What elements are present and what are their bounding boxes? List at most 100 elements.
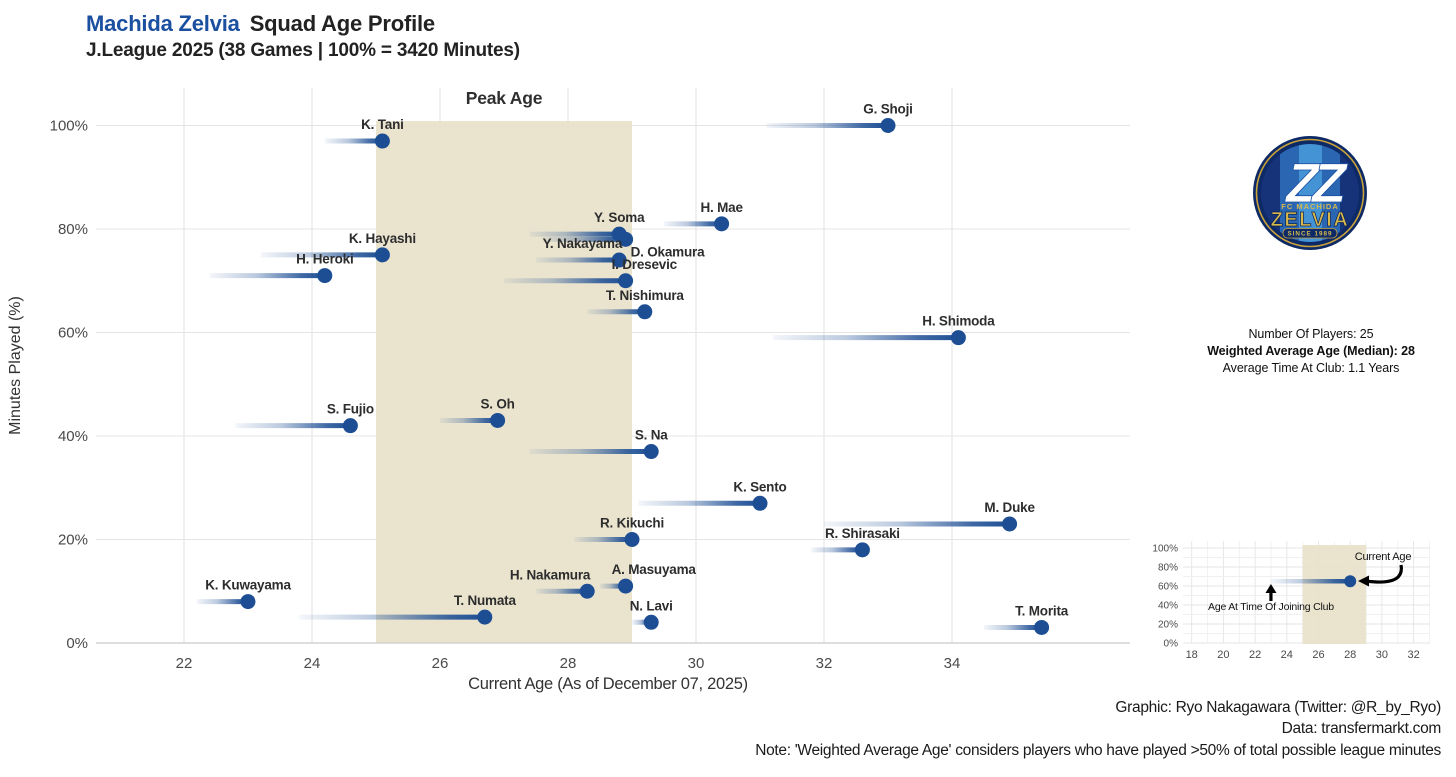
player-label: S. Fujio xyxy=(327,402,374,417)
player-point xyxy=(637,304,653,320)
inset-current-age-label: Current Age xyxy=(1355,551,1412,563)
player-point xyxy=(624,532,640,547)
player-label: S. Na xyxy=(635,428,668,443)
legend-inset-chart: 0% 20% 40% 60% 80% 100% 18 20 22 24 26 28 30 32 Curren… xyxy=(1152,541,1430,661)
player-s-fujio: S. Fujio xyxy=(235,402,374,434)
player-point xyxy=(374,133,390,149)
player-m-duke: M. Duke xyxy=(824,500,1036,532)
player-example xyxy=(1270,575,1357,588)
svg-text:Z: Z xyxy=(1310,151,1348,214)
player-label: H. Nakamura xyxy=(510,567,591,582)
player-label: T. Nishimura xyxy=(606,288,685,303)
player-point xyxy=(317,268,333,284)
player-a-masuyama: A. Masuyama xyxy=(600,562,697,594)
player-k-hayashi: K. Hayashi xyxy=(260,231,416,263)
summary-stats: Number Of Players: 25 Weighted Average A… xyxy=(1150,326,1456,377)
player-label: K. Sento xyxy=(733,479,786,494)
x-axis-title: Current Age (As of December 07, 2025) xyxy=(468,675,748,693)
svg-text:30: 30 xyxy=(1376,649,1388,661)
title-rest: Squad Age Profile xyxy=(249,11,435,36)
player-s-oh: S. Oh xyxy=(440,396,515,428)
player-point xyxy=(618,231,634,247)
player-h-nakamura: H. Nakamura xyxy=(510,567,595,599)
player-label: H. Heroki xyxy=(296,252,353,267)
club-name: Machida Zelvia xyxy=(86,11,240,36)
player-label: K. Tani xyxy=(361,117,404,132)
svg-text:20%: 20% xyxy=(1158,620,1178,631)
player-i-dresevic: I. Dresevic xyxy=(504,257,678,289)
axis-tick-labels: 0% 20% 40% 60% 80% 100% 22 24 26 28 30 32 34 xyxy=(50,118,961,673)
svg-text:22: 22 xyxy=(176,655,193,672)
player-point xyxy=(752,495,768,511)
svg-text:20%: 20% xyxy=(58,532,88,549)
player-t-nishimura: T. Nishimura xyxy=(587,288,685,320)
svg-text:20: 20 xyxy=(1217,649,1229,661)
svg-text:18: 18 xyxy=(1186,649,1198,661)
badge-name: ZELVIA xyxy=(1271,209,1350,231)
player-label: H. Shimoda xyxy=(922,314,995,329)
player-point xyxy=(714,216,730,232)
svg-text:26: 26 xyxy=(1312,649,1324,661)
svg-text:80%: 80% xyxy=(1158,563,1178,574)
svg-text:30: 30 xyxy=(688,655,705,672)
svg-text:60%: 60% xyxy=(1158,582,1178,593)
svg-text:0%: 0% xyxy=(66,635,88,652)
footer-credits: Graphic: Ryo Nakagawara (Twitter: @R_by_… xyxy=(755,697,1441,761)
player-g-shoji: G. Shoji xyxy=(766,102,913,133)
player-t-morita: T. Morita xyxy=(984,603,1069,635)
player-label: T. Morita xyxy=(1015,603,1069,618)
player-label: A. Masuyama xyxy=(612,562,697,577)
page-title: Machida Zelvia Squad Age Profile xyxy=(86,10,520,38)
inset-joining-age-label: Age At Time Of Joining Club xyxy=(1208,601,1334,613)
svg-text:24: 24 xyxy=(1281,649,1293,661)
svg-text:34: 34 xyxy=(944,655,961,672)
svg-text:28: 28 xyxy=(1344,649,1356,661)
svg-text:28: 28 xyxy=(560,655,577,672)
badge-monogram: Z xyxy=(1284,151,1322,214)
player-label: K. Kuwayama xyxy=(205,578,291,593)
player-y-nakayama: Y. Nakayama xyxy=(536,236,627,268)
player-k-sento: K. Sento xyxy=(638,479,787,511)
y-axis-title: Minutes Played (%) xyxy=(7,296,24,435)
player-point xyxy=(374,247,390,263)
player-point xyxy=(342,418,358,434)
player-label: M. Duke xyxy=(984,500,1035,515)
stat-average-time-at-club: Average Time At Club: 1.1 Years xyxy=(1222,361,1400,375)
player-r-shirasaki: R. Shirasaki xyxy=(811,526,900,558)
chart-subtitle: J.League 2025 (38 Games | 100% = 3420 Mi… xyxy=(86,39,520,61)
svg-text:24: 24 xyxy=(304,655,321,672)
inset-peak-band xyxy=(1302,545,1367,644)
player-point xyxy=(1034,619,1050,635)
curved-arrow xyxy=(1365,564,1403,584)
svg-text:26: 26 xyxy=(432,655,449,672)
player-label: N. Lavi xyxy=(630,598,673,613)
data-source-line: Data: transfermarkt.com xyxy=(1281,720,1442,738)
svg-text:40%: 40% xyxy=(58,428,88,445)
chart-header: Machida Zelvia Squad Age Profile J.League… xyxy=(86,10,520,63)
svg-text:80%: 80% xyxy=(58,221,88,238)
player-label: K. Hayashi xyxy=(349,231,416,246)
player-point xyxy=(490,412,506,428)
player-point xyxy=(643,444,659,460)
svg-text:32: 32 xyxy=(816,655,833,672)
player-point xyxy=(854,542,870,558)
peak-age-label: Peak Age xyxy=(466,88,543,108)
main-plot: Peak Age 0% 20% 40% 60% 80% 100% 22 24 26 28 30 32 34… xyxy=(7,88,1130,693)
stat-weighted-average-age: Weighted Average Age (Median): 28 xyxy=(1207,344,1415,358)
player-label: Y. Soma xyxy=(594,210,645,225)
player-point xyxy=(1002,516,1018,532)
badge-since: SINCE 1989 xyxy=(1287,231,1332,238)
player-label: R. Kikuchi xyxy=(600,516,664,531)
player-h-heroki: H. Heroki xyxy=(209,252,354,284)
player-point xyxy=(618,273,634,289)
svg-text:60%: 60% xyxy=(58,325,88,342)
player-point xyxy=(880,118,896,133)
player-label: I. Dresevic xyxy=(612,257,678,272)
player-point xyxy=(618,578,634,594)
player-s-na: S. Na xyxy=(529,428,668,460)
player-k-kuwayama: K. Kuwayama xyxy=(196,578,292,610)
player-label: R. Shirasaki xyxy=(825,526,900,541)
player-n-lavi: N. Lavi xyxy=(630,598,673,630)
